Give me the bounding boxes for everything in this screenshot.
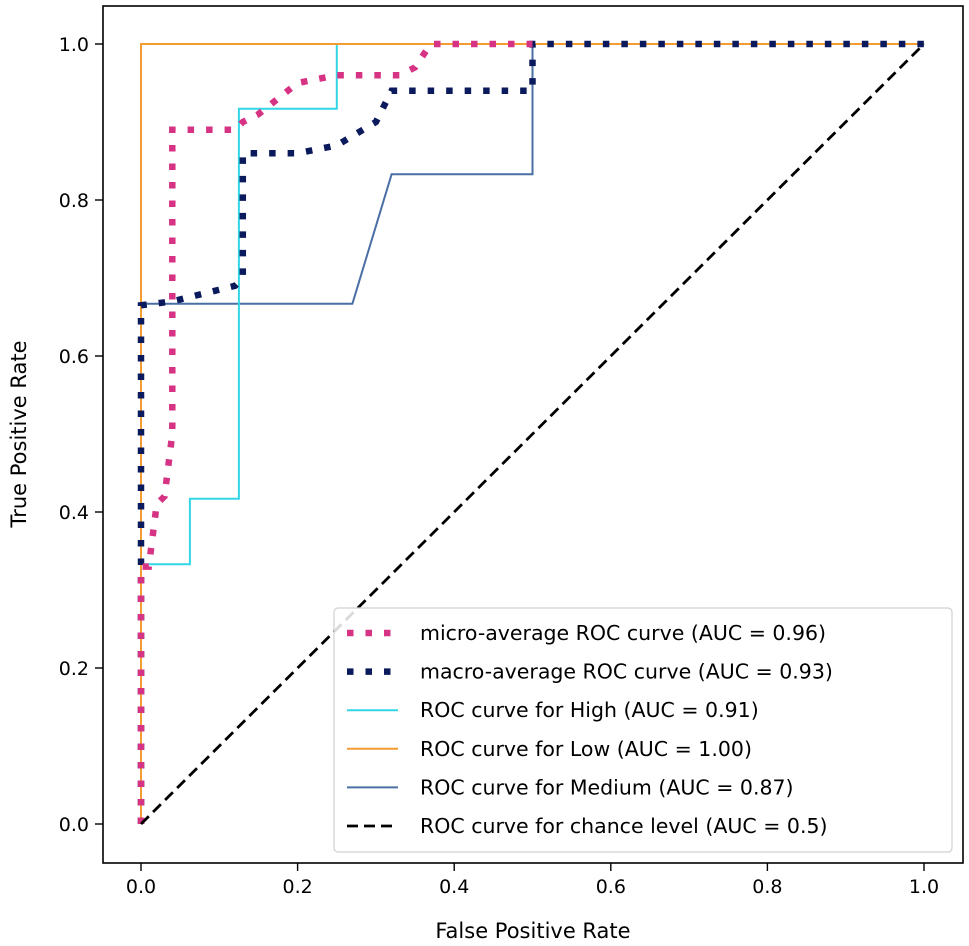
series-line-roc-curve-for-high-auc-0-91: [140, 43, 924, 824]
legend-label: micro-average ROC curve (AUC = 0.96): [420, 621, 826, 645]
series-line-macro-average-roc-curve-auc-0-93: [137, 40, 924, 824]
x-tick-label: 0.2: [282, 876, 312, 898]
legend-label: ROC curve for High (AUC = 0.91): [420, 698, 759, 722]
legend-label: macro-average ROC curve (AUC = 0.93): [420, 660, 833, 684]
legend-label: ROC curve for Medium (AUC = 0.87): [420, 775, 794, 799]
y-axis-label: True Positive Rate: [7, 340, 31, 528]
series-line-roc-curve-for-chance-level-auc-0-5: [140, 43, 925, 825]
legend-label: ROC curve for chance level (AUC = 0.5): [420, 814, 828, 838]
x-tick-label: 0.8: [752, 876, 782, 898]
legend-box: [333, 607, 953, 853]
x-axis-label: False Positive Rate: [435, 919, 630, 943]
y-tick-label: 1.0: [59, 34, 89, 56]
x-tick-label: 1.0: [909, 876, 939, 898]
legend: micro-average ROC curve (AUC = 0.96) macr…: [333, 607, 953, 853]
y-tick-label: 0.2: [59, 658, 89, 680]
x-tick-label: 0.6: [596, 876, 626, 898]
y-tick-label: 0.8: [59, 190, 89, 212]
x-tick-label: 0.4: [439, 876, 469, 898]
plot-area: [137, 40, 925, 825]
y-tick-label: 0.6: [59, 346, 89, 368]
x-tick-label: 0.0: [126, 876, 156, 898]
y-tick-label: 0.4: [59, 502, 89, 524]
axis-ticks: 0.0 0.2 0.4 0.6 0.8 1.0 0.0 0.2 0.4 0.6 0.8 1.0: [59, 34, 939, 898]
y-tick-label: 0.0: [59, 814, 89, 836]
legend-label: ROC curve for Low (AUC = 1.00): [420, 737, 752, 761]
plot-frame: [102, 5, 964, 864]
